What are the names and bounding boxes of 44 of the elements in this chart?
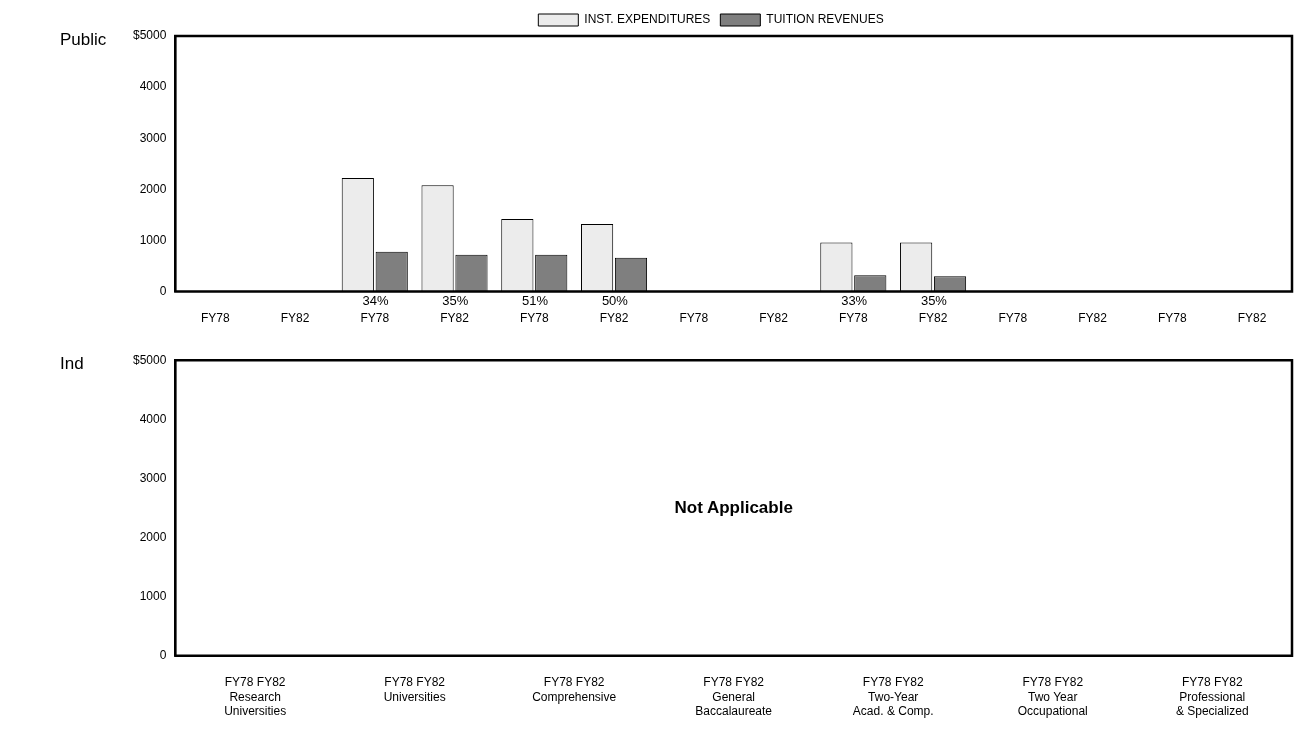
x-tick-label: FY78 FY82 General Baccalaureate <box>695 675 773 719</box>
text: 35% <box>442 292 469 308</box>
x-tick-label: FY82 <box>759 311 789 326</box>
x-tick-label: FY82 <box>440 311 470 326</box>
y-tick-label: 4000 <box>139 411 167 426</box>
x-tick-label: FY78 <box>998 311 1028 326</box>
y-tick-label: 1000 <box>139 588 167 603</box>
x-tick-label: FY78 FY82 Universities <box>383 675 446 704</box>
text: 35% <box>920 292 948 308</box>
x-tick-label: FY78 <box>1158 311 1188 326</box>
x-tick-label: FY78 FY82 Comprehensive <box>532 675 617 704</box>
text: 51% <box>522 292 549 308</box>
x-tick-label: FY82 <box>1237 311 1267 326</box>
legend-label: TUITION REVENUES <box>766 12 884 27</box>
x-tick-label: FY78 <box>838 311 868 326</box>
text: 34% <box>362 292 390 308</box>
x-tick-label: FY82 <box>918 311 948 326</box>
y-tick-label: 2000 <box>139 181 167 196</box>
y-tick-label: 0 <box>159 648 167 663</box>
x-tick-label: FY78 FY82 Two-Year Acad. & Comp. <box>852 675 934 719</box>
annotation: Not Applicable <box>674 497 793 517</box>
y-tick-label: 0 <box>159 283 167 298</box>
x-tick-label: FY82 <box>280 311 310 326</box>
y-tick-label: $5000 <box>132 28 167 43</box>
text: 33% <box>841 292 868 308</box>
x-tick-label: FY78 <box>519 311 549 326</box>
y-tick-label: 3000 <box>139 470 167 485</box>
y-axis-title: Ind <box>60 353 84 373</box>
x-tick-label: FY82 <box>1078 311 1108 326</box>
y-tick-label: 2000 <box>139 529 167 544</box>
y-tick-label: 1000 <box>139 232 167 247</box>
x-tick-label: FY78 <box>200 311 230 326</box>
text: 50% <box>601 292 629 308</box>
x-tick-label: FY78 <box>360 311 390 326</box>
legend-label: INST. EXPENDITURES <box>584 12 711 27</box>
y-tick-label: $5000 <box>132 352 167 367</box>
y-axis-title: Public <box>60 29 107 49</box>
x-tick-label: FY78 FY82 Professional & Specialized <box>1175 675 1249 719</box>
y-tick-label: 3000 <box>139 130 167 145</box>
x-tick-label: FY78 <box>679 311 709 326</box>
x-tick-label: FY78 FY82 Two Year Occupational <box>1017 675 1088 719</box>
x-tick-label: FY78 FY82 Research Universities <box>224 675 287 719</box>
x-tick-label: FY82 <box>599 311 629 326</box>
y-tick-label: 4000 <box>139 79 167 94</box>
